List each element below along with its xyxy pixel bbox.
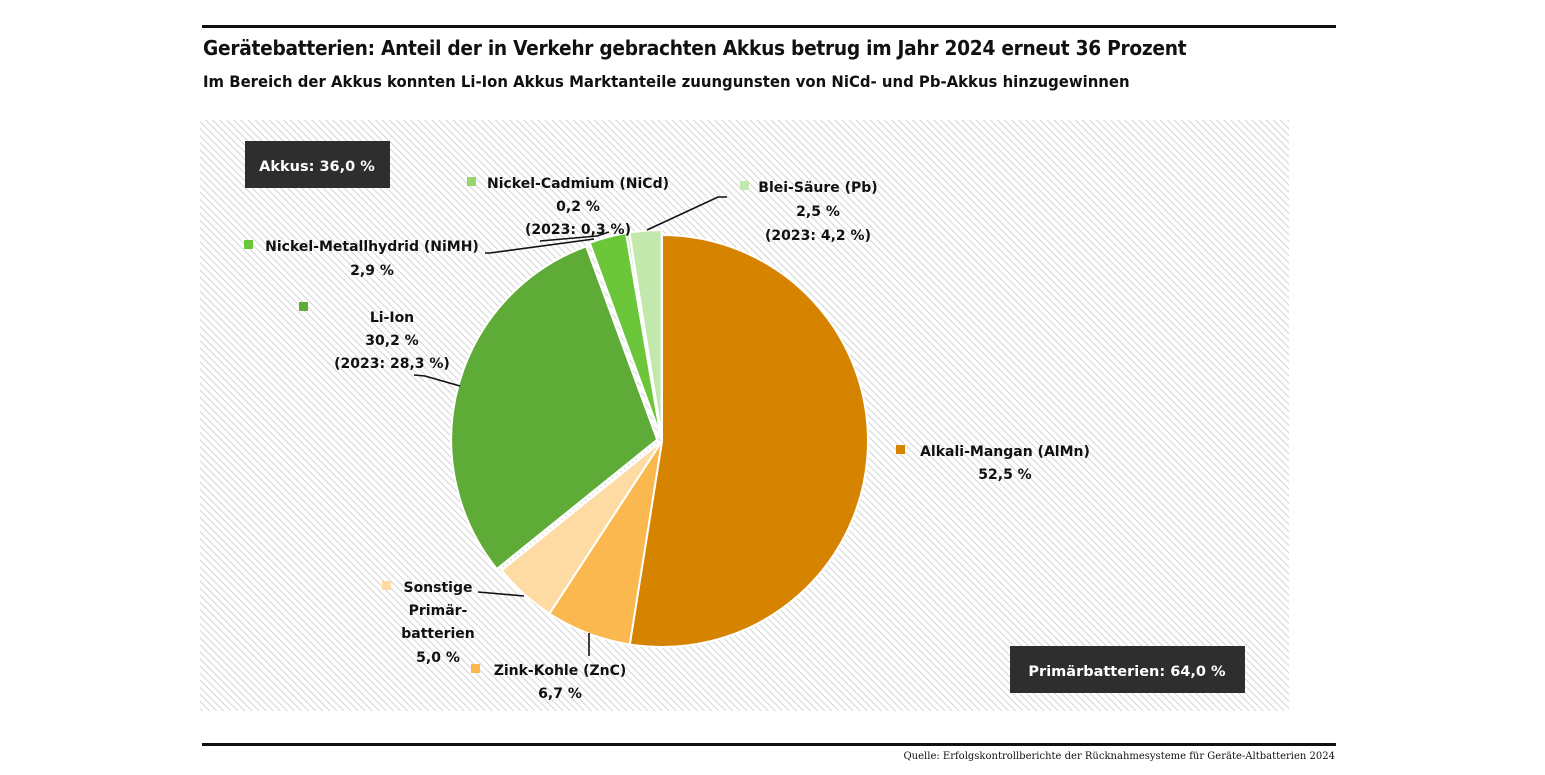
label-nimh-value: 2,9 % [350, 263, 394, 279]
legend-swatch-sonstige [382, 581, 391, 590]
label-liion-value: 30,2 % [365, 333, 418, 349]
label-pb-name: Blei-Säure (Pb) [758, 180, 877, 196]
pie-slice-almn [628, 233, 869, 648]
leader-line-sonstige [477, 591, 525, 597]
leader-lines [413, 196, 727, 656]
label-znc-name: Zink-Kohle (ZnC) [494, 663, 627, 679]
label-liion-name: Li-Ion [370, 310, 414, 326]
leader-line-nicd [539, 231, 610, 242]
label-sonstige-name-3: batterien [401, 626, 475, 642]
label-sonstige-name-2: Primär- [409, 603, 468, 619]
pie-slice-pb [628, 229, 663, 437]
label-znc-value: 6,7 % [538, 686, 582, 702]
label-sonstige-name-1: Sonstige [403, 580, 472, 596]
legend-swatch-liion [299, 302, 308, 311]
label-sonstige-value: 5,0 % [416, 650, 460, 666]
primaer-group-box: Primärbatterien: 64,0 % [1010, 646, 1245, 693]
leader-line-pb [646, 196, 727, 231]
label-liion: Li-Ion 30,2 % (2023: 28,3 %) [299, 302, 450, 372]
chart-title: Gerätebatterien: Anteil der in Verkehr g… [203, 36, 1187, 60]
legend-swatch-nicd [467, 177, 476, 186]
label-sonstige: Sonstige Primär- batterien 5,0 % [382, 580, 475, 666]
label-almn: Alkali-Mangan (AlMn) 52,5 % [896, 444, 1090, 483]
label-nimh: Nickel-Metallhydrid (NiMH) 2,9 % [244, 239, 479, 279]
source-note: Quelle: Erfolgskontrollberichte der Rück… [903, 751, 1335, 762]
chart-subtitle: Im Bereich der Akkus konnten Li-Ion Akku… [203, 72, 1130, 91]
legend-swatch-pb [740, 181, 749, 190]
label-pb-prev: (2023: 4,2 %) [765, 228, 871, 244]
label-nicd: Nickel-Cadmium (NiCd) 0,2 % (2023: 0,3 %… [467, 176, 669, 238]
pie-slices [450, 229, 869, 648]
pie-slice-sonstige [500, 440, 663, 615]
akkus-group-label: Akkus: 36,0 % [259, 159, 375, 175]
legend-swatch-nimh [244, 240, 253, 249]
label-pb: Blei-Säure (Pb) 2,5 % (2023: 4,2 %) [740, 180, 878, 244]
leader-line-nimh [485, 238, 595, 254]
label-znc: Zink-Kohle (ZnC) 6,7 % [471, 663, 626, 702]
label-nimh-name: Nickel-Metallhydrid (NiMH) [265, 239, 479, 255]
leader-line-liion [413, 374, 461, 387]
legend-swatch-znc [471, 664, 480, 673]
primaer-group-label: Primärbatterien: 64,0 % [1028, 664, 1226, 680]
bottom-rule [202, 743, 1336, 746]
label-liion-prev: (2023: 28,3 %) [334, 356, 450, 372]
akkus-group-box: Akkus: 36,0 % [245, 141, 390, 188]
pie-slice-liion [450, 245, 659, 571]
label-almn-value: 52,5 % [978, 467, 1031, 483]
label-almn-name: Alkali-Mangan (AlMn) [920, 444, 1090, 460]
label-nicd-prev: (2023: 0,3 %) [525, 222, 631, 238]
label-nicd-name: Nickel-Cadmium (NiCd) [487, 176, 669, 192]
legend-swatch-almn [896, 445, 905, 454]
label-pb-value: 2,5 % [796, 204, 840, 220]
top-rule [202, 25, 1336, 28]
label-nicd-value: 0,2 % [556, 199, 600, 215]
